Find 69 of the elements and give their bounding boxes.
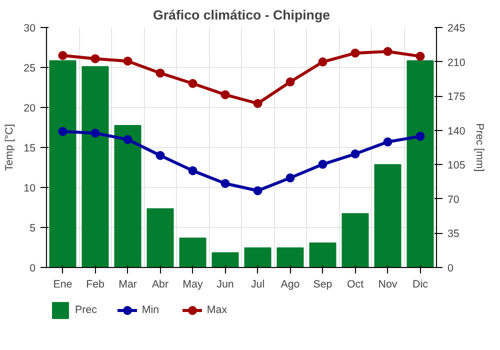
point (416, 132, 425, 141)
point (416, 52, 425, 61)
x-tick-label: May (182, 278, 204, 290)
point (123, 135, 132, 144)
y-tick-label: 10 (24, 182, 36, 194)
bar (114, 124, 142, 268)
y2-tick-label: 105 (448, 160, 466, 172)
y2-tick-label: 140 (448, 125, 466, 138)
bar (146, 208, 174, 268)
y-tick-label: 15 (24, 142, 36, 154)
point (318, 160, 328, 169)
point (286, 173, 295, 182)
point (318, 57, 328, 66)
point (350, 48, 360, 58)
x-tick-label: Feb (86, 278, 105, 290)
x-tick-label: Oct (346, 278, 364, 290)
chart-title: Gráfico climático - Chipinge (153, 8, 330, 22)
point (220, 90, 230, 100)
point (58, 51, 68, 60)
legend-label: Min (142, 304, 160, 316)
bar (244, 247, 272, 268)
point (188, 166, 198, 176)
y2-axis-title: Prec [mm] (473, 123, 486, 172)
y2-tick-label: 0 (448, 262, 454, 274)
point (188, 79, 198, 88)
point (350, 149, 360, 158)
bar (49, 60, 76, 268)
x-tick-label: Nov (378, 278, 398, 290)
point (156, 151, 165, 160)
bar (309, 242, 336, 268)
point (383, 47, 392, 56)
point (156, 68, 165, 78)
y-axis-title: Temp [°C] (4, 124, 16, 171)
x-tick-label: Mar (118, 278, 138, 290)
x-tick-label: Ago (280, 278, 300, 290)
y2-tick-label: 70 (448, 194, 460, 206)
x-tick-label: Jul (250, 278, 265, 290)
bar (342, 213, 369, 268)
y2-tick-label: 210 (448, 56, 466, 69)
point (123, 56, 132, 66)
legend-label: Prec (75, 304, 97, 316)
point (253, 186, 262, 196)
y-tick-label: 20 (24, 102, 36, 114)
x-tick-label: Ene (53, 278, 72, 290)
bar (276, 247, 304, 268)
bar (212, 252, 239, 268)
point (90, 54, 100, 64)
point (383, 137, 392, 146)
x-tick-label: Sep (313, 278, 332, 290)
bar (82, 66, 109, 268)
x-tick-label: Dic (412, 278, 429, 290)
x-tick-label: Abr (152, 278, 169, 290)
y-tick-label: 30 (24, 22, 36, 34)
y-tick-label: 5 (30, 222, 36, 234)
bar (179, 238, 206, 268)
bar (406, 60, 434, 268)
bar (374, 164, 402, 268)
y2-tick-label: 175 (448, 91, 466, 104)
y-tick-label: 25 (24, 62, 36, 74)
y-tick-label: 0 (30, 262, 36, 274)
legend-label: Max (206, 304, 228, 316)
point (90, 128, 100, 138)
point (286, 77, 295, 86)
point (220, 179, 230, 188)
x-tick-label: Jun (216, 278, 234, 290)
y2-tick-label: 35 (448, 228, 460, 240)
point (253, 99, 262, 108)
point (58, 127, 68, 136)
y2-tick-label: 245 (448, 22, 466, 34)
